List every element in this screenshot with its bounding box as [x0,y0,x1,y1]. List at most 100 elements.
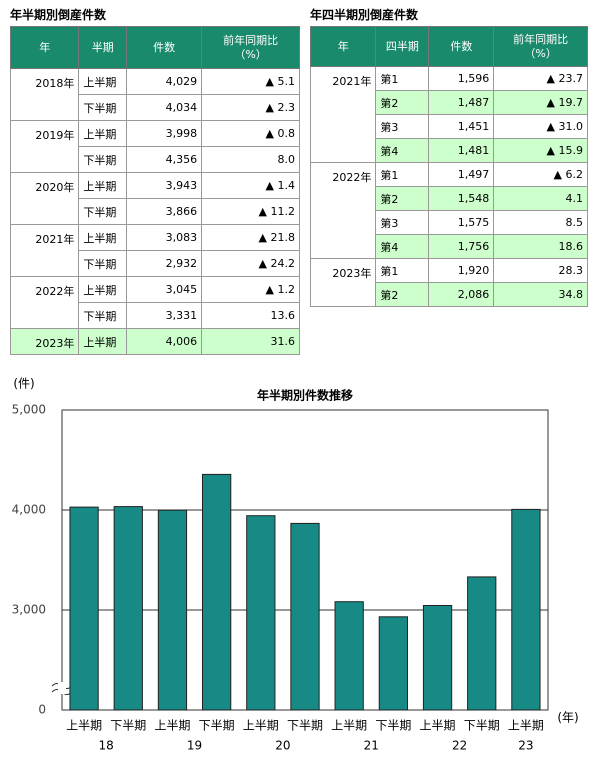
cell: 1,756 [428,234,495,259]
cell: ▲ 6.2 [493,162,588,187]
cell: ▲ 23.7 [493,66,588,91]
header-cell: 前年同期比 （%） [201,26,300,69]
bar [69,506,99,711]
bar [334,601,364,711]
x-tick-label: 下半期 [199,719,235,733]
row: 下半期 3,331 13.6 [11,302,300,329]
cell: 4,006 [126,328,203,355]
bar [378,616,409,711]
y-tick-label: 3,000 [12,603,46,617]
row: 2023年 上半期 4,006 31.6 [9,328,300,355]
cell: 上半期 [78,328,128,355]
cell: 第1 [375,162,430,187]
cell: 第3 [375,210,430,235]
row: 下半期 4,356 8.0 [11,146,300,173]
cell: 1,575 [428,210,495,235]
bar [246,515,276,711]
cell: 上半期 [78,276,128,303]
row: 2023年 第1 1,920 28.3 [309,258,588,307]
cell: 28.3 [493,258,588,283]
cell: 1,481 [428,138,495,163]
year-cell: 2018年 [9,68,80,121]
cell: 上半期 [78,120,128,147]
cell: 下半期 [78,146,128,173]
cell: 2,086 [428,282,495,307]
cell: 3,998 [126,120,203,147]
cell: 上半期 [78,224,128,251]
cell: 1,596 [428,66,495,91]
cell: 1,920 [428,258,495,283]
cell: 4,034 [126,94,203,121]
cell: 第2 [375,282,430,307]
header-row: 年半期 件数 前年同期比 （%） [9,26,300,69]
cell: 1,487 [428,90,495,115]
cell: 下半期 [78,198,128,225]
bar [511,508,541,711]
row: 第3 1,451 ▲ 31.0 [311,114,588,139]
year-cell: 2023年 [309,258,377,307]
cell: ▲ 5.1 [201,68,300,95]
bar [113,506,143,711]
y-tick-label: 5,000 [12,403,46,417]
cell: 第1 [375,258,430,283]
row: 第4 1,756 18.6 [311,234,588,259]
cell: ▲ 0.8 [201,120,300,147]
cell: 3,866 [126,198,203,225]
y-tick-label: 0 [38,703,46,717]
x-tick-label: 下半期 [375,719,411,733]
break-gap [58,682,66,694]
x-group-label: 22 [452,739,467,753]
year-cell: 2023年 [9,328,80,355]
x-tick-label: 下半期 [464,719,500,733]
bar [422,605,453,711]
cell: ▲ 24.2 [201,250,300,277]
header-cell: 年 [309,26,377,67]
cell: 34.8 [493,282,588,307]
row: 2022年 上半期 3,045 ▲ 1.2 [9,276,300,329]
cell: 下半期 [78,302,128,329]
cell: 4,356 [126,146,203,173]
cell: 13.6 [201,302,300,329]
cell: 第2 [375,90,430,115]
cell: 4,029 [126,68,203,95]
x-tick-label: 上半期 [508,719,544,733]
header-cell: 前年同期比 （%） [493,26,588,67]
chart-title: 年半期別件数推移 [257,388,353,403]
x-group-label: 23 [518,739,533,753]
cell: ▲ 21.8 [201,224,300,251]
half-table-block: 年半期別倒産件数 年半期 件数 前年同期比 （%） 2018年 上半期 4,029 ▲ 5.… [9,6,300,355]
bar [201,473,232,711]
x-tick-label: 下半期 [287,719,323,733]
x-unit: (年) [557,711,578,725]
x-tick-label: 上半期 [331,719,367,733]
table-title: 年四半期別倒産件数 [310,8,419,22]
cell: ▲ 15.9 [493,138,588,163]
x-group-label: 19 [187,739,202,753]
cell: ▲ 1.4 [201,172,300,199]
row: 2021年 第1 1,596 ▲ 23.7 [309,66,588,163]
cell: ▲ 2.3 [201,94,300,121]
y-unit: (件) [13,377,34,391]
table-title: 年半期別倒産件数 [10,8,107,22]
bar [157,509,188,711]
year-cell: 2022年 [9,276,80,329]
x-tick-label: 上半期 [420,719,456,733]
table: 年半期 件数 前年同期比 （%） 2018年 上半期 4,029 ▲ 5.1 下半期 4,034… [9,26,300,355]
cell: 3,045 [126,276,203,303]
x-tick-label: 上半期 [66,719,102,733]
cell: 上半期 [78,172,128,199]
cell: 第4 [375,138,430,163]
bar [290,522,320,711]
x-tick-label: 下半期 [110,719,146,733]
year-cell: 2020年 [9,172,80,225]
cell: 下半期 [78,250,128,277]
y-tick-label: 4,000 [12,503,46,517]
row: 下半期 3,866 ▲ 11.2 [11,198,300,225]
cell: ▲ 11.2 [201,198,300,225]
cell: ▲ 1.2 [201,276,300,303]
cell: 第4 [375,234,430,259]
header-cell: 件数 [126,26,203,69]
row: 2018年 上半期 4,029 ▲ 5.1 [9,68,300,121]
table: 年四半期 件数 前年同期比 （%） 2021年 第1 1,596 ▲ 23.7 第2 1,487… [309,26,588,307]
year-cell: 2019年 [9,120,80,173]
